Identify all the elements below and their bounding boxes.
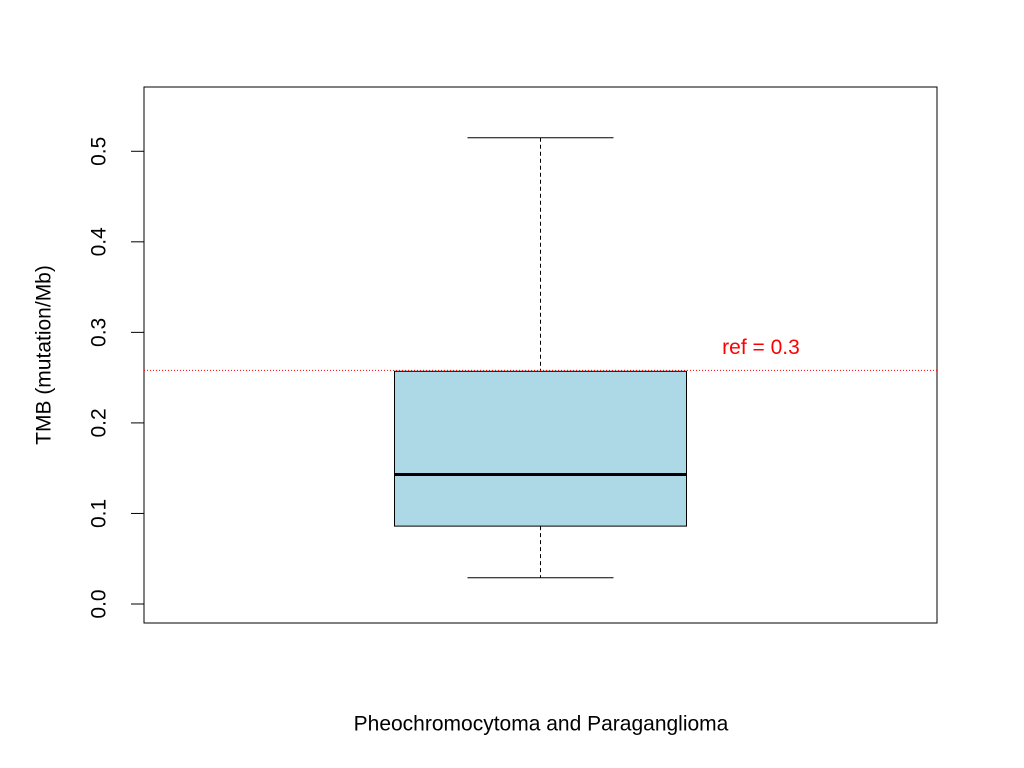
y-axis-label: TMB (mutation/Mb): [33, 265, 56, 445]
plot-frame: [143, 86, 938, 624]
y-tick-label: 0.2: [88, 408, 111, 437]
y-tick-label: 0.0: [88, 589, 111, 618]
x-axis-label: Pheochromocytoma and Paraganglioma: [354, 713, 729, 736]
annotation: ref = 0.3: [722, 336, 800, 359]
y-tick-label: 0.4: [88, 227, 111, 257]
box: [394, 370, 687, 527]
y-tick-label: 0.5: [88, 137, 111, 166]
y-tick-label: 0.1: [88, 499, 111, 528]
y-tick-label: 0.3: [88, 318, 111, 347]
